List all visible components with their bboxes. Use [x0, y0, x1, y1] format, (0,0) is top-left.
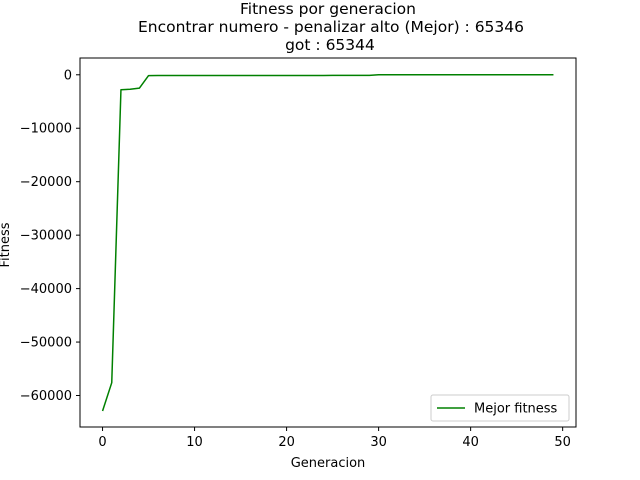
chart-title-line-2: Encontrar numero - penalizar alto (Mejor…	[138, 18, 524, 36]
y-tick-label: −20000	[20, 175, 72, 190]
x-axis-label: Generacion	[291, 456, 366, 471]
y-tick-label: −30000	[20, 229, 72, 244]
y-tick-label: −40000	[20, 282, 72, 297]
legend: Mejor fitness	[430, 394, 570, 422]
x-tick-label: 40	[462, 435, 479, 450]
y-axis-ticks: 0 −10000 −20000 −30000 −40000 −50000 −60000	[20, 68, 80, 404]
plot-frame	[79, 57, 577, 428]
y-axis-label: Fitness	[0, 222, 13, 267]
y-tick-label: −50000	[20, 336, 72, 351]
x-axis-ticks: 0 10 20 30 40 50	[98, 427, 571, 450]
series-line-mejor-fitness	[101, 74, 554, 412]
y-tick-label: −60000	[20, 389, 72, 404]
chart-title-line-1: Fitness por generacion	[240, 0, 416, 18]
y-tick-label: −10000	[20, 122, 72, 137]
x-tick-label: 10	[186, 435, 203, 450]
chart-title-line-3: got : 65344	[285, 36, 375, 54]
x-tick-label: 0	[98, 435, 106, 450]
legend-box	[430, 394, 570, 422]
series-layer	[101, 74, 554, 412]
legend-label-mejor-fitness: Mejor fitness	[474, 402, 558, 417]
y-tick-label: 0	[64, 68, 72, 83]
x-tick-label: 30	[370, 435, 387, 450]
plot-area	[79, 57, 577, 428]
x-tick-label: 20	[278, 435, 295, 450]
x-tick-label: 50	[554, 435, 571, 450]
